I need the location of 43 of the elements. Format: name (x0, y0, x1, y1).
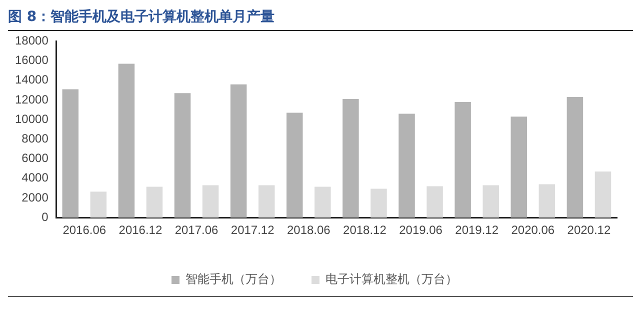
bar (538, 184, 556, 218)
y-tick-label: 6000 (22, 151, 49, 166)
bar (566, 97, 584, 218)
bar (314, 186, 331, 218)
x-tick-label: 2017.12 (230, 223, 275, 238)
y-tick-label: 2000 (22, 190, 49, 204)
bar (370, 188, 387, 218)
x-tick-label: 2020.06 (511, 223, 555, 238)
x-tick-label: 2016.06 (62, 223, 106, 238)
bar (454, 102, 471, 218)
x-tick-label: 2017.06 (174, 223, 219, 238)
legend-label: 智能手机（万台） (186, 272, 282, 286)
bar (90, 192, 107, 218)
bar (286, 112, 303, 218)
x-tick-label: 2019.12 (455, 223, 499, 238)
x-tick-label: 2016.12 (118, 223, 162, 238)
bar (118, 64, 135, 218)
legend-label: 电子计算机整机（万台） (326, 272, 458, 286)
y-tick-label: 12000 (14, 92, 49, 106)
x-tick-label: 2018.12 (343, 223, 387, 238)
bar (510, 116, 528, 218)
x-tick-label: 2018.06 (286, 223, 331, 238)
bar (594, 172, 612, 218)
x-tick-label: 2020.12 (567, 223, 611, 238)
y-tick-label: 18000 (14, 34, 49, 48)
y-tick-label: 16000 (14, 53, 49, 68)
y-tick-label: 14000 (14, 72, 49, 87)
bar (230, 84, 247, 218)
y-tick-label: 10000 (14, 112, 49, 126)
bar (342, 99, 359, 218)
bar (398, 114, 415, 218)
bar (202, 185, 219, 218)
y-tick-label: 4000 (22, 170, 49, 185)
y-tick-label: 8000 (22, 132, 49, 146)
y-tick-label: 0 (42, 210, 49, 224)
bar (174, 93, 191, 218)
bar (482, 185, 499, 218)
bar (258, 185, 275, 218)
bar (62, 89, 79, 218)
x-tick-label: 2019.06 (399, 223, 443, 238)
chart-title: 图 8：智能手机及电子计算机整机单月产量 (8, 8, 633, 31)
bar (426, 186, 443, 218)
bar (146, 186, 163, 218)
